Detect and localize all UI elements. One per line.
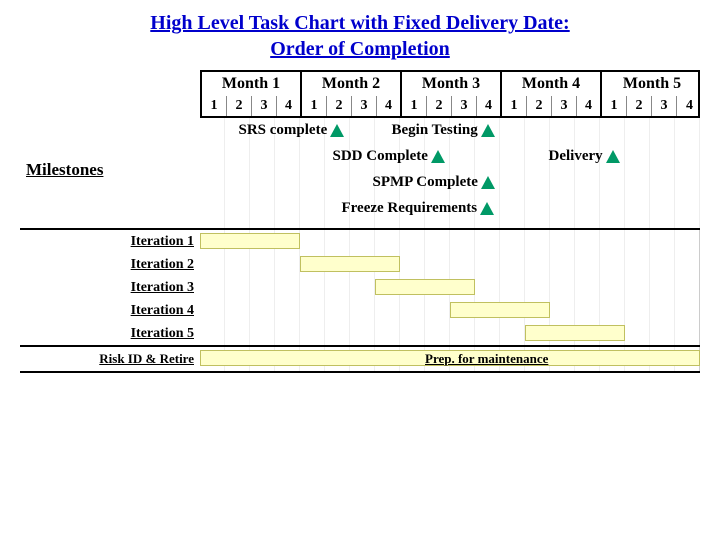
gantt-bar bbox=[300, 256, 400, 272]
milestone-triangle-icon bbox=[481, 124, 495, 137]
milestone-label: Delivery bbox=[549, 148, 603, 165]
week-header-cell: 4 bbox=[377, 96, 402, 116]
task-row: Iteration 4 bbox=[20, 299, 700, 322]
month-header-cell: Month 3 bbox=[402, 72, 502, 96]
header-spacer bbox=[20, 70, 200, 96]
week-header-cell: 2 bbox=[227, 96, 252, 116]
task-bar-area bbox=[200, 230, 700, 253]
week-header-cell: 3 bbox=[352, 96, 377, 116]
task-bar-area bbox=[200, 322, 700, 345]
gantt-bar bbox=[525, 325, 625, 341]
title-line-1: High Level Task Chart with Fixed Deliver… bbox=[150, 12, 569, 34]
week-header-cell: 3 bbox=[252, 96, 277, 116]
milestone-triangle-icon bbox=[480, 202, 494, 215]
milestone-label: SPMP Complete bbox=[373, 174, 478, 191]
milestone-triangle-icon bbox=[330, 124, 344, 137]
milestones-section: Milestones SRS complete Begin Testing SDD … bbox=[20, 118, 700, 228]
week-header-cell: 2 bbox=[327, 96, 352, 116]
week-header-cell: 3 bbox=[652, 96, 677, 116]
month-header-row: Month 1Month 2Month 3Month 4Month 5 bbox=[20, 70, 700, 96]
task-label: Iteration 4 bbox=[20, 299, 200, 322]
milestone-sdd-complete: SDD Complete bbox=[333, 148, 445, 165]
gantt-bar bbox=[200, 233, 300, 249]
title-line-2: Order of Completion bbox=[270, 38, 450, 60]
milestone-label: SDD Complete bbox=[333, 148, 428, 165]
gantt-bar bbox=[450, 302, 550, 318]
gantt-bar bbox=[375, 279, 475, 295]
week-header-cell: 1 bbox=[602, 96, 627, 116]
milestone-delivery: Delivery bbox=[549, 148, 620, 165]
milestone-triangle-icon bbox=[481, 176, 495, 189]
week-header-cell: 4 bbox=[477, 96, 502, 116]
milestones-label: Milestones bbox=[26, 160, 103, 180]
gantt-chart: Month 1Month 2Month 3Month 4Month 5 1234… bbox=[20, 70, 700, 373]
week-header-cell: 1 bbox=[302, 96, 327, 116]
week-header-cell: 4 bbox=[577, 96, 602, 116]
risk-row: Risk ID & Retire Prep. for maintenance bbox=[20, 347, 700, 371]
week-header-row: 12341234123412341234 bbox=[20, 96, 700, 118]
task-label: Iteration 5 bbox=[20, 322, 200, 345]
risk-bar-area: Prep. for maintenance bbox=[200, 347, 700, 371]
header-spacer-2 bbox=[20, 96, 200, 118]
month-header-cell: Month 4 bbox=[502, 72, 602, 96]
milestone-spmp-complete: SPMP Complete bbox=[373, 174, 495, 191]
week-header-cell: 3 bbox=[552, 96, 577, 116]
task-bar-area bbox=[200, 276, 700, 299]
week-header-cell: 2 bbox=[627, 96, 652, 116]
milestone-triangle-icon bbox=[431, 150, 445, 163]
task-bar-area bbox=[200, 299, 700, 322]
week-header-cell: 2 bbox=[527, 96, 552, 116]
milestone-freeze-requirements: Freeze Requirements bbox=[342, 200, 495, 217]
tasks-container: Iteration 1Iteration 2Iteration 3Iterati… bbox=[20, 230, 700, 345]
week-header-cell: 1 bbox=[402, 96, 427, 116]
week-header-cell: 3 bbox=[452, 96, 477, 116]
task-row: Iteration 1 bbox=[20, 230, 700, 253]
milestone-triangle-icon bbox=[606, 150, 620, 163]
month-header-cell: Month 5 bbox=[602, 72, 702, 96]
week-header-cell: 2 bbox=[427, 96, 452, 116]
task-label: Iteration 1 bbox=[20, 230, 200, 253]
week-header-cell: 1 bbox=[202, 96, 227, 116]
task-row: Iteration 5 bbox=[20, 322, 700, 345]
week-header-cell: 4 bbox=[277, 96, 302, 116]
milestone-label: SRS complete bbox=[239, 122, 328, 139]
month-header-cell: Month 2 bbox=[302, 72, 402, 96]
milestone-label: Freeze Requirements bbox=[342, 200, 478, 217]
risk-label: Risk ID & Retire bbox=[20, 347, 200, 371]
milestone-srs-complete: SRS complete bbox=[239, 122, 345, 139]
month-header-cell: Month 1 bbox=[202, 72, 302, 96]
chart-title: High Level Task Chart with Fixed Deliver… bbox=[20, 10, 700, 62]
task-bar-area bbox=[200, 253, 700, 276]
task-label: Iteration 3 bbox=[20, 276, 200, 299]
milestone-begin-testing: Begin Testing bbox=[392, 122, 495, 139]
task-row: Iteration 3 bbox=[20, 276, 700, 299]
week-header-cell: 1 bbox=[502, 96, 527, 116]
week-header-cell: 4 bbox=[677, 96, 702, 116]
milestone-label: Begin Testing bbox=[392, 122, 478, 139]
prep-label: Prep. for maintenance bbox=[425, 351, 548, 367]
task-row: Iteration 2 bbox=[20, 253, 700, 276]
divider-3 bbox=[20, 371, 700, 373]
task-label: Iteration 2 bbox=[20, 253, 200, 276]
